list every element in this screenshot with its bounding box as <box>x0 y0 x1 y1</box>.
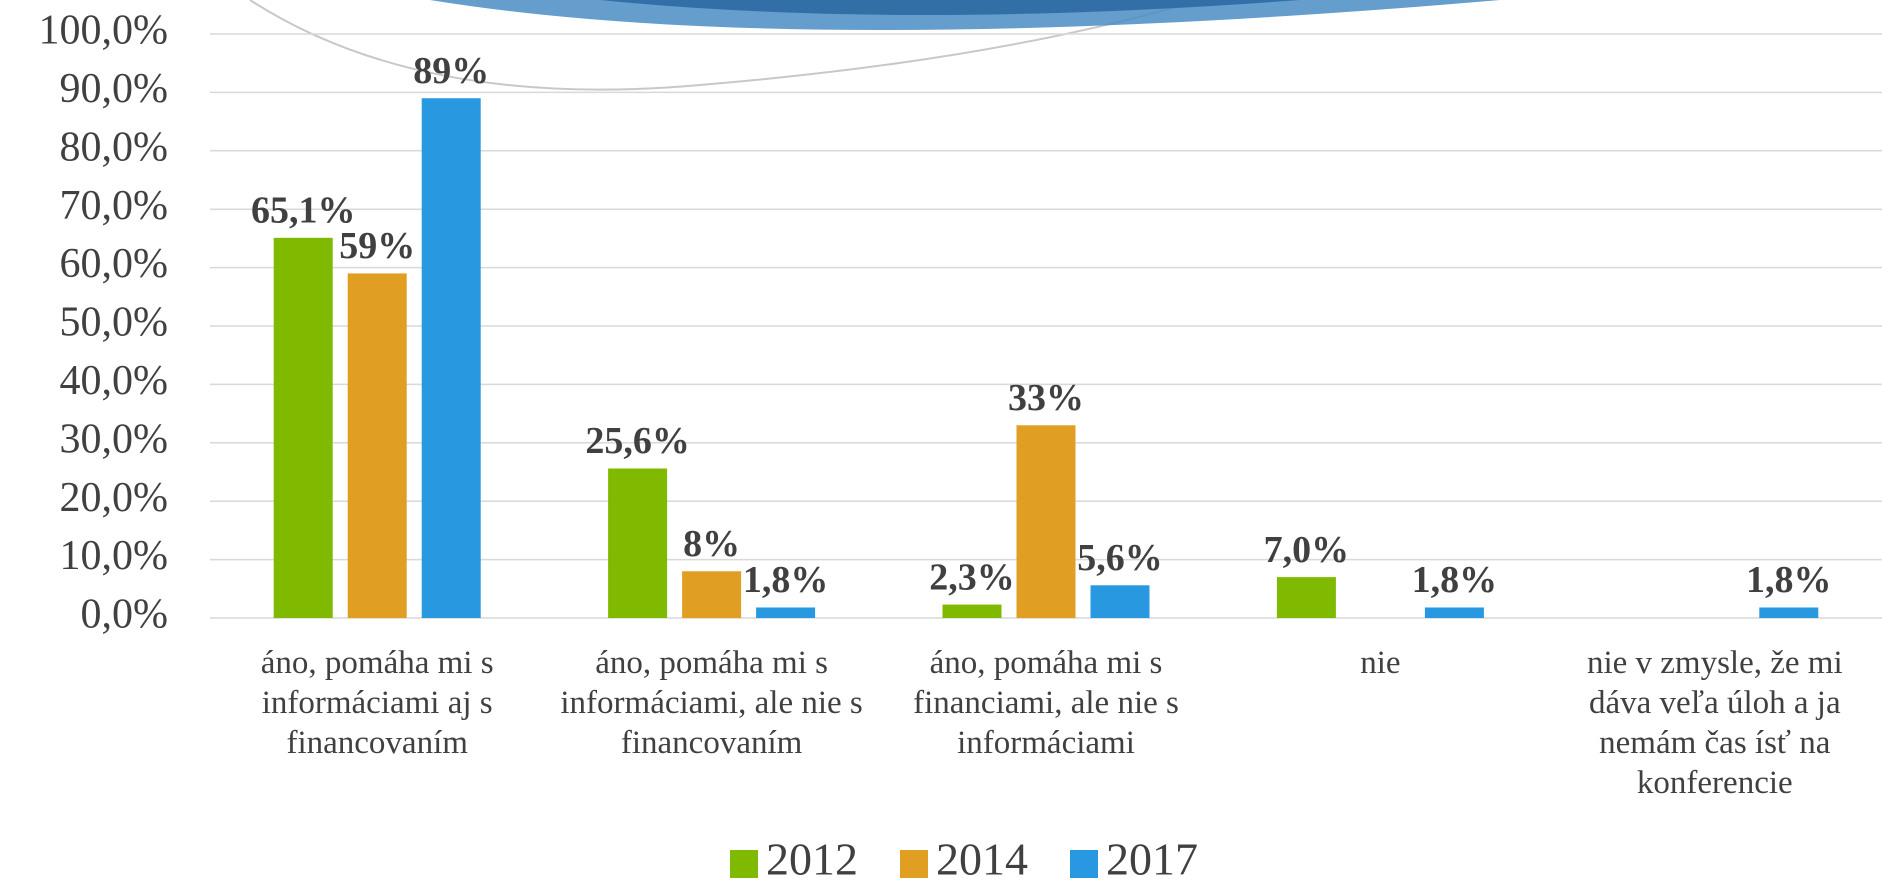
x-tick-label: áno, pomáha mi s financiami, ale nie s i… <box>913 645 1179 761</box>
bar <box>682 571 742 618</box>
data-label: 1,8% <box>1412 559 1498 601</box>
y-tick-label: 70,0% <box>60 183 169 229</box>
y-tick-label: 40,0% <box>60 358 169 404</box>
y-tick-label: 90,0% <box>60 66 169 112</box>
y-tick-label: 50,0% <box>60 300 169 346</box>
legend-label: 2014 <box>936 834 1028 884</box>
legend-label: 2012 <box>766 834 858 884</box>
bar <box>942 604 1002 618</box>
x-tick-label: áno, pomáha mi s informáciami, ale nie s… <box>560 645 863 761</box>
bar <box>756 607 816 618</box>
bar <box>1016 425 1076 618</box>
legend-swatch <box>1070 850 1098 878</box>
y-tick-label: 60,0% <box>60 241 169 287</box>
bar <box>1424 607 1484 618</box>
data-label: 1,8% <box>743 559 829 601</box>
data-label: 8% <box>683 523 740 565</box>
data-label: 33% <box>1008 377 1084 419</box>
y-tick-label: 20,0% <box>60 475 169 521</box>
data-label: 1,8% <box>1746 559 1832 601</box>
data-label: 59% <box>339 225 415 267</box>
data-label: 7,0% <box>1264 529 1350 571</box>
data-label: 25,6% <box>585 420 690 462</box>
bar <box>273 237 333 619</box>
y-tick-label: 100,0% <box>39 8 169 54</box>
data-label: 89% <box>413 50 489 92</box>
x-tick-label: nie <box>1360 645 1401 681</box>
bar <box>1276 577 1336 618</box>
data-label: 5,6% <box>1077 537 1163 579</box>
bar <box>1759 607 1819 618</box>
y-tick-label: 80,0% <box>60 124 169 170</box>
y-tick-label: 30,0% <box>60 416 169 462</box>
legend-swatch <box>900 850 928 878</box>
x-tick-label: áno, pomáha mi s informáciami aj s finan… <box>260 645 494 761</box>
x-tick-label: nie v zmysle, že mi dáva veľa úloh a ja … <box>1586 645 1843 801</box>
decoration <box>600 0 1300 15</box>
legend-swatch <box>730 850 758 878</box>
bar <box>347 273 407 618</box>
y-tick-label: 0,0% <box>81 592 169 638</box>
y-tick-label: 10,0% <box>60 533 169 579</box>
bar <box>608 468 668 618</box>
bar <box>421 98 481 619</box>
legend-label: 2017 <box>1106 834 1198 884</box>
data-label: 65,1% <box>251 190 356 232</box>
data-label: 2,3% <box>929 556 1015 598</box>
bar <box>1090 585 1150 618</box>
